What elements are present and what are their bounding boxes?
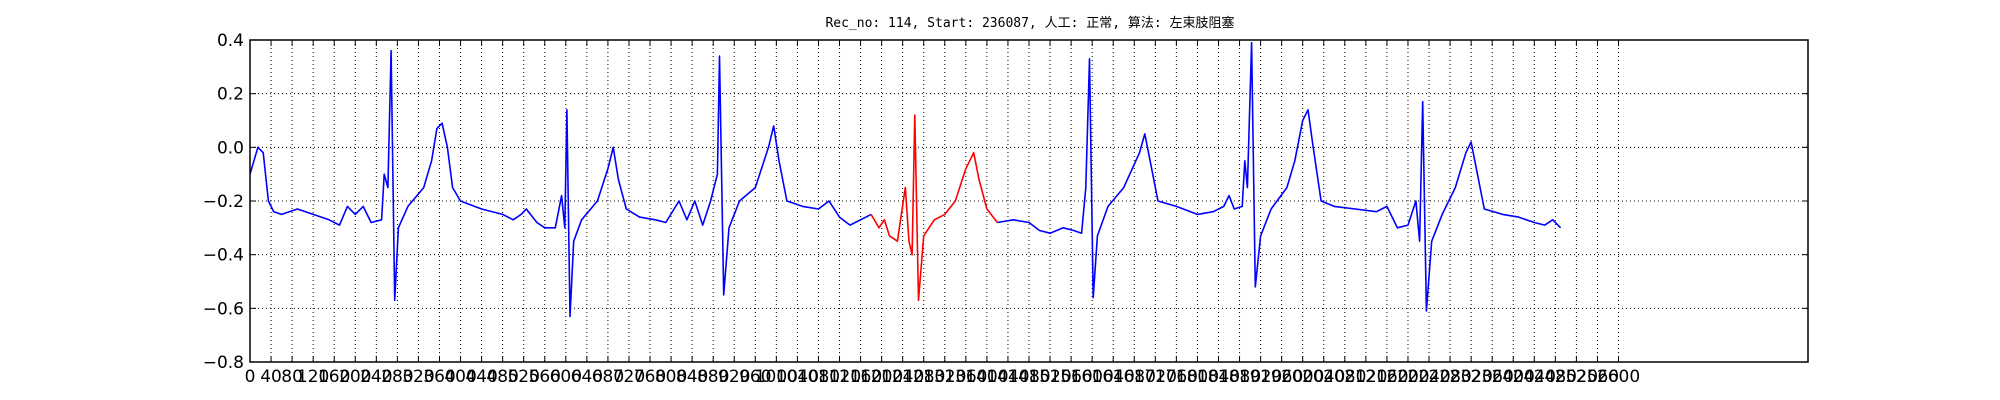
- x-tick-label: 400: [444, 367, 476, 387]
- x-tick-label: 160: [318, 367, 350, 387]
- x-tick-label: 1640: [1092, 367, 1135, 387]
- x-tick-label: 2280: [1428, 367, 1471, 387]
- x-tick-label: 1120: [818, 367, 861, 387]
- x-tick-label: 1920: [1239, 367, 1282, 387]
- x-tick-label: 280: [381, 367, 413, 387]
- x-tick-label: 1520: [1028, 367, 1071, 387]
- x-tick-label: 1320: [923, 367, 966, 387]
- x-tick-label: 600: [550, 367, 582, 387]
- x-tick-label: 2080: [1323, 367, 1366, 387]
- x-tick-label: 2040: [1302, 367, 1345, 387]
- x-tick-label: 640: [571, 367, 603, 387]
- x-tick-label: 1960: [1260, 367, 1303, 387]
- x-tick-label: 1000: [755, 367, 798, 387]
- x-tick-label: 1480: [1007, 367, 1050, 387]
- x-tick-label: 1360: [944, 367, 987, 387]
- x-tick-label: 2240: [1407, 367, 1450, 387]
- x-tick-label: 680: [592, 367, 624, 387]
- x-tick-label: 1400: [965, 367, 1008, 387]
- x-tick-label: 2560: [1576, 367, 1619, 387]
- x-tick-label: 2000: [1281, 367, 1324, 387]
- y-tick-label: 0.2: [217, 85, 244, 105]
- x-tick-label: 1680: [1113, 367, 1156, 387]
- x-tick-label: 2440: [1513, 367, 1556, 387]
- x-tick-label: 240: [360, 367, 392, 387]
- x-tick-label: 1760: [1155, 367, 1198, 387]
- x-tick-label: 800: [655, 367, 687, 387]
- y-tick-label: −0.4: [203, 246, 244, 266]
- ecg-trace: [997, 41, 1562, 312]
- x-tick-label: 2160: [1365, 367, 1408, 387]
- y-tick-label: 0.4: [217, 31, 244, 51]
- x-tick-label: 1840: [1197, 367, 1240, 387]
- x-tick-label: 360: [423, 367, 455, 387]
- y-tick-label: −0.6: [203, 299, 244, 319]
- grid-lines: [249, 39, 1808, 363]
- x-tick-label: 720: [613, 367, 645, 387]
- x-tick-label: 2520: [1555, 367, 1598, 387]
- x-tick-label: 0: [245, 367, 256, 387]
- x-tick-label: 960: [739, 367, 771, 387]
- x-tick-label: 1600: [1071, 367, 1114, 387]
- x-tick-label: 2400: [1492, 367, 1535, 387]
- y-tick-label: −0.8: [203, 353, 244, 373]
- x-tick-label: 80: [281, 367, 303, 387]
- x-tick-label: 840: [676, 367, 708, 387]
- x-tick-label: 2600: [1597, 367, 1640, 387]
- ecg-trace: [249, 49, 872, 318]
- x-tick-label: 1160: [839, 367, 882, 387]
- x-tick-label: 920: [718, 367, 750, 387]
- x-tick-label: 520: [507, 367, 539, 387]
- x-tick-label: 1200: [860, 367, 903, 387]
- x-tick-label: 1880: [1218, 367, 1261, 387]
- x-tick-label: 1240: [881, 367, 924, 387]
- y-tick-label: −0.2: [203, 192, 244, 212]
- x-tick-label: 1800: [1176, 367, 1219, 387]
- x-tick-label: 1560: [1049, 367, 1092, 387]
- x-tick-label: 120: [297, 367, 329, 387]
- y-axis: 0.4 0.2 0.0 −0.2 −0.4 −0.6 −0.8: [203, 31, 1808, 373]
- x-tick-label: 1440: [986, 367, 1029, 387]
- y-tick-label: 0.0: [217, 138, 244, 158]
- x-tick-label: 2480: [1534, 367, 1577, 387]
- x-tick-label: 2320: [1450, 367, 1493, 387]
- chart-title: Rec_no: 114, Start: 236087, 人工: 正常, 算法: …: [825, 15, 1234, 31]
- x-tick-label: 200: [339, 367, 371, 387]
- x-tick-label: 2360: [1471, 367, 1514, 387]
- x-axis: 0 40 8012016020024028032036040044048052056…: [245, 40, 1640, 387]
- x-tick-label: 2200: [1386, 367, 1429, 387]
- x-tick-label: 2120: [1344, 367, 1387, 387]
- x-tick-label: 320: [402, 367, 434, 387]
- x-tick-label: 1720: [1134, 367, 1177, 387]
- x-tick-label: 1280: [902, 367, 945, 387]
- x-tick-label: 1040: [776, 367, 819, 387]
- ecg-traces: [249, 41, 1562, 318]
- x-tick-label: 40: [260, 367, 282, 387]
- ecg-trace-highlighted: [870, 114, 999, 302]
- x-tick-label: 480: [486, 367, 518, 387]
- x-tick-label: 560: [529, 367, 561, 387]
- x-tick-label: 760: [634, 367, 666, 387]
- x-tick-label: 1080: [797, 367, 840, 387]
- x-tick-label: 880: [697, 367, 729, 387]
- x-tick-label: 440: [465, 367, 497, 387]
